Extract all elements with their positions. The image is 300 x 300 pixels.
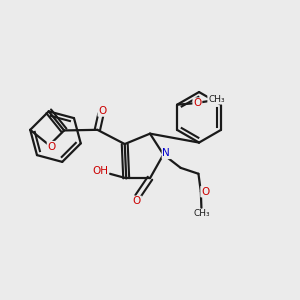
- Text: OH: OH: [92, 167, 108, 176]
- Text: N: N: [163, 148, 170, 158]
- Text: O: O: [48, 142, 56, 152]
- Text: CH₃: CH₃: [208, 95, 225, 104]
- Text: CH₃: CH₃: [194, 209, 210, 218]
- Text: O: O: [133, 196, 141, 206]
- Text: O: O: [201, 187, 209, 196]
- Text: O: O: [98, 106, 106, 116]
- Text: O: O: [193, 98, 202, 108]
